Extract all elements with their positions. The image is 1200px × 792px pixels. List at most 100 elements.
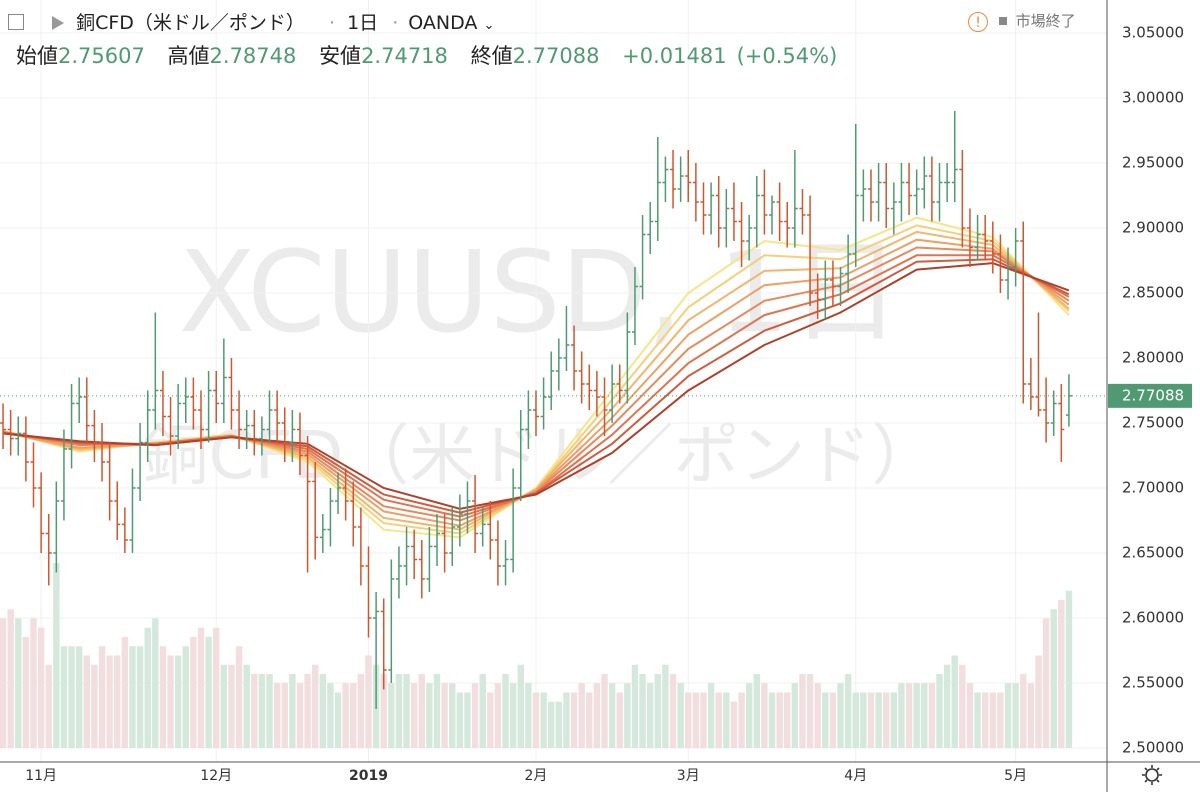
volume-bar: [1027, 683, 1035, 748]
expand-icon[interactable]: [8, 14, 24, 30]
volume-bar: [1004, 683, 1012, 748]
volume-bar: [30, 618, 37, 748]
volume-bar: [586, 692, 593, 748]
volume-bar: [913, 683, 920, 748]
volume-bar: [517, 664, 524, 748]
chevron[interactable]: ⌄: [483, 18, 495, 33]
gear[interactable]: [1145, 768, 1159, 782]
low-label: 安値: [319, 44, 362, 68]
ohlc-legend: 始値2.75607 高値2.78748 安値2.74718 終値2.77088 …: [16, 40, 847, 70]
open-label: 始値: [16, 44, 58, 68]
volume-bar: [45, 664, 52, 748]
y-tick-label: 2.75000: [1122, 413, 1184, 431]
volume-bar: [98, 646, 106, 748]
volume-bar: [936, 674, 943, 748]
volume-bar: [441, 683, 448, 748]
volume-bar: [723, 692, 730, 748]
volume-bar: [121, 637, 129, 748]
volume-bar: [814, 683, 821, 748]
volume-bar: [68, 646, 75, 748]
volume-bar: [312, 664, 319, 748]
volume-bar: [182, 646, 189, 748]
volume-bar: [540, 692, 547, 748]
volume-bar: [258, 674, 266, 748]
flag-icon: [52, 16, 65, 30]
volume-bar: [114, 655, 121, 748]
volume-bar: [273, 683, 281, 748]
volume-bar: [22, 637, 30, 748]
volume-bar: [989, 692, 996, 748]
volume-bar: [144, 627, 151, 748]
volume-bar: [829, 692, 837, 748]
symbol-title[interactable]: 銅CFD（米ドル／ポンド）: [76, 12, 305, 34]
alert-icon[interactable]: !: [968, 11, 988, 32]
volume-bar: [548, 701, 555, 748]
volume-bar: [776, 692, 783, 748]
source[interactable]: OANDA: [408, 12, 478, 34]
volume-bar: [426, 683, 433, 748]
y-tick-label: 2.70000: [1122, 478, 1184, 496]
gear-teeth[interactable]: [1142, 765, 1162, 785]
volume-bar: [601, 674, 608, 748]
header: 銅CFD（米ドル／ポンド） · 1日 · OANDA ⌄ ! 市場終了 始値2.…: [0, 0, 1200, 80]
moving-average: [2, 262, 1070, 510]
volume-bar: [365, 655, 372, 748]
volume-bar: [1042, 618, 1050, 748]
volume-bar: [875, 692, 882, 748]
interval[interactable]: 1日: [347, 12, 379, 34]
volume-bar: [844, 674, 852, 748]
volume-bar: [304, 674, 311, 748]
volume-bar: [167, 655, 174, 748]
volume-bar: [228, 664, 235, 748]
volume-bar: [266, 674, 273, 748]
volume-bar: [418, 674, 425, 748]
volume-bar: [319, 674, 327, 748]
y-tick-label: 2.55000: [1122, 673, 1184, 691]
volume-bar: [715, 692, 722, 748]
volume-bar: [669, 674, 677, 748]
close-label: 終値: [470, 44, 513, 68]
volume-bar: [624, 683, 631, 748]
volume-bar: [174, 655, 182, 748]
x-tick-label: 3月: [677, 768, 700, 784]
volume-bar: [867, 692, 875, 748]
volume-bar: [7, 609, 14, 748]
market-status: ! 市場終了: [968, 10, 1076, 32]
volume-bar: [289, 674, 296, 748]
volume-bar: [456, 692, 464, 748]
volume-bar: [898, 683, 905, 748]
volume-bar: [578, 683, 585, 748]
volume-bar: [342, 683, 349, 748]
volume-bar: [83, 655, 90, 748]
settings-icon[interactable]: [1142, 765, 1162, 785]
y-tick-label: 2.95000: [1122, 154, 1184, 172]
volume-bar: [213, 627, 220, 748]
volume-bar: [129, 646, 136, 748]
volume-bar: [1050, 609, 1057, 748]
volume-bar: [646, 683, 654, 748]
volume-bar: [1035, 655, 1042, 748]
volume-bar: [159, 646, 167, 748]
low-value: 2.74718: [361, 44, 448, 68]
y-tick-label: 2.80000: [1122, 348, 1184, 366]
volume-bar: [677, 683, 684, 748]
volume-bar: [631, 664, 639, 748]
volume-bar: [106, 655, 113, 748]
volume-bar: [1058, 600, 1065, 748]
volume-bar: [616, 692, 623, 748]
x-tick-label: 5月: [1004, 768, 1027, 784]
volume-bar: [296, 683, 304, 748]
volume-bar: [662, 664, 669, 748]
volume-bar: [791, 683, 799, 748]
volume-bar: [91, 664, 98, 748]
volume-bar: [532, 692, 540, 748]
volume-bar: [997, 692, 1004, 748]
volume-bar: [639, 674, 646, 748]
volume-bar: [692, 692, 700, 748]
volume-bar: [471, 683, 479, 748]
volume-bar: [190, 637, 197, 748]
volume-bar: [350, 683, 357, 748]
x-tick-label: 2019: [349, 768, 388, 784]
